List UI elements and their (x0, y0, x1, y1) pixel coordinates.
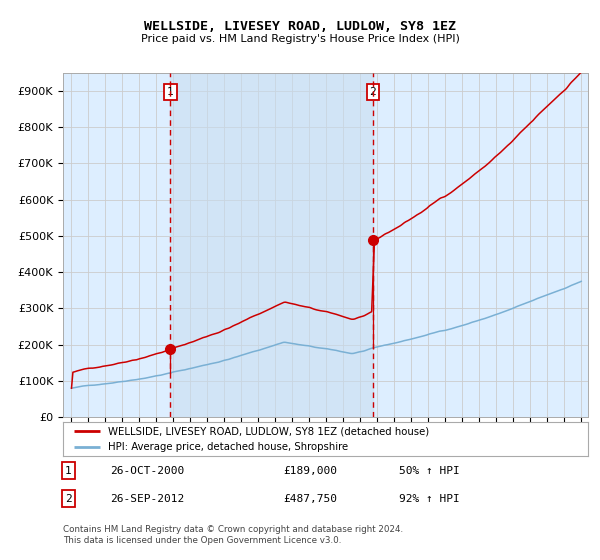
Text: 50% ↑ HPI: 50% ↑ HPI (399, 466, 460, 476)
Text: 1: 1 (167, 87, 174, 97)
Bar (170, 73, 373, 417)
Text: HPI: Average price, detached house, Shropshire: HPI: Average price, detached house, Shro… (107, 442, 348, 452)
Text: 92% ↑ HPI: 92% ↑ HPI (399, 494, 460, 503)
Text: WELLSIDE, LIVESEY ROAD, LUDLOW, SY8 1EZ: WELLSIDE, LIVESEY ROAD, LUDLOW, SY8 1EZ (144, 20, 456, 34)
Text: Contains HM Land Registry data © Crown copyright and database right 2024.
This d: Contains HM Land Registry data © Crown c… (63, 525, 403, 545)
Text: 1: 1 (65, 466, 71, 476)
Text: £189,000: £189,000 (284, 466, 337, 476)
Text: £487,750: £487,750 (284, 494, 337, 503)
Text: WELLSIDE, LIVESEY ROAD, LUDLOW, SY8 1EZ (detached house): WELLSIDE, LIVESEY ROAD, LUDLOW, SY8 1EZ … (107, 426, 429, 436)
Text: Price paid vs. HM Land Registry's House Price Index (HPI): Price paid vs. HM Land Registry's House … (140, 34, 460, 44)
Text: 2: 2 (370, 87, 376, 97)
Text: 26-SEP-2012: 26-SEP-2012 (110, 494, 185, 503)
Text: 2: 2 (65, 494, 71, 503)
Text: 26-OCT-2000: 26-OCT-2000 (110, 466, 185, 476)
